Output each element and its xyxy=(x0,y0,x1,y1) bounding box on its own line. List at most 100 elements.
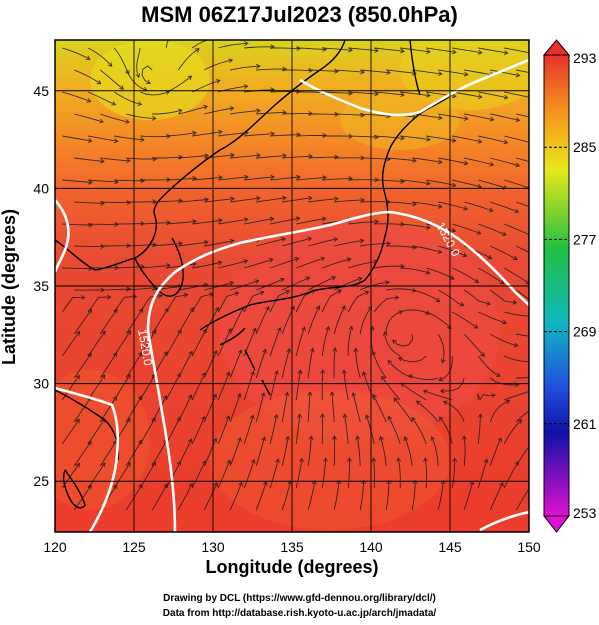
streamline xyxy=(426,311,452,329)
streamline xyxy=(282,277,310,291)
streamline xyxy=(255,306,270,335)
streamline xyxy=(437,333,445,363)
streamline xyxy=(438,245,467,257)
streamline xyxy=(504,179,529,189)
streamline xyxy=(463,333,485,357)
streamline xyxy=(308,156,339,159)
streamline-arrowhead xyxy=(75,374,80,380)
streamline-arrowhead xyxy=(459,301,465,307)
streamline xyxy=(360,243,391,247)
streamline-arrowhead xyxy=(178,241,183,246)
streamline-arrowhead xyxy=(201,415,206,421)
streamline xyxy=(438,69,468,76)
streamline xyxy=(244,133,275,137)
streamline-arrowhead xyxy=(536,404,540,408)
streamline-arrowhead xyxy=(243,259,249,264)
streamline xyxy=(88,91,116,106)
streamline-arrowhead xyxy=(416,400,421,406)
streamline-arrowhead xyxy=(137,439,143,445)
streamline xyxy=(360,113,391,117)
streamline-arrowhead xyxy=(100,158,105,164)
streamline xyxy=(374,91,405,96)
streamline-arrowhead xyxy=(230,152,235,158)
streamline xyxy=(255,349,267,379)
contour-se xyxy=(479,510,529,532)
streamline-arrowhead xyxy=(325,325,331,331)
streamline xyxy=(360,157,391,160)
streamline-arrowhead xyxy=(100,374,106,380)
streamline-arrowhead xyxy=(126,417,131,423)
streamline xyxy=(217,415,230,445)
streamline xyxy=(452,135,482,143)
streamline-arrowhead xyxy=(106,294,112,300)
streamline-arrowhead xyxy=(332,347,338,352)
streamline xyxy=(73,440,92,467)
streamline-arrowhead xyxy=(385,280,390,285)
streamline xyxy=(140,221,171,225)
streamline xyxy=(478,91,508,99)
streamline xyxy=(217,372,230,401)
streamline xyxy=(230,65,260,71)
streamline xyxy=(362,371,375,401)
streamline xyxy=(388,416,401,445)
streamline-arrowhead xyxy=(250,370,255,376)
streamline xyxy=(477,459,488,489)
streamline xyxy=(412,157,442,163)
streamline-arrowhead xyxy=(112,395,117,401)
streamline-arrowhead xyxy=(477,138,483,144)
streamline-arrowhead xyxy=(355,435,361,441)
streamline-arrowhead xyxy=(204,153,209,159)
streamline-arrowhead xyxy=(163,483,168,489)
streamline-arrowhead xyxy=(203,104,209,110)
streamline xyxy=(321,289,342,313)
streamline xyxy=(204,198,235,203)
streamline-arrowhead xyxy=(491,392,496,398)
streamline xyxy=(152,109,182,115)
streamline xyxy=(400,309,430,315)
streamline-arrowhead xyxy=(189,307,194,313)
streamline xyxy=(152,199,183,203)
streamline-arrowhead xyxy=(488,207,494,213)
x-tick-label: 135 xyxy=(280,539,304,555)
streamline-arrowhead xyxy=(182,27,186,31)
streamline-arrowhead xyxy=(88,179,93,185)
streamline xyxy=(218,218,248,225)
streamline-arrowhead xyxy=(201,460,207,465)
streamline xyxy=(218,260,248,269)
streamline-arrowhead xyxy=(397,356,403,362)
streamline-arrowhead xyxy=(187,394,193,400)
streamline xyxy=(203,59,233,71)
streamline xyxy=(463,436,466,467)
streamline-arrowhead xyxy=(261,436,267,442)
streamline xyxy=(392,333,413,347)
streamline xyxy=(386,69,417,74)
streamline-arrowhead xyxy=(341,305,346,311)
colorbar-label: 277 xyxy=(573,231,597,247)
streamline-arrowhead xyxy=(270,174,275,180)
streamline xyxy=(437,289,464,306)
streamline xyxy=(400,179,430,185)
streamline-arrowhead xyxy=(430,436,436,441)
streamline-arrowhead xyxy=(386,479,392,484)
streamline xyxy=(477,267,505,285)
streamline xyxy=(73,396,92,423)
contour-1520-south xyxy=(55,386,120,532)
streamline xyxy=(333,347,336,379)
streamline xyxy=(322,91,353,94)
streamline-arrowhead xyxy=(323,457,328,463)
streamline-arrowhead xyxy=(244,174,249,180)
streamline xyxy=(191,372,206,401)
streamline-arrowhead xyxy=(320,413,325,418)
streamline-arrowhead xyxy=(305,276,311,282)
streamline-arrowhead xyxy=(86,98,92,103)
streamline-arrowhead xyxy=(236,392,242,398)
streamline xyxy=(374,179,405,183)
streamline xyxy=(387,360,413,379)
streamline-arrowhead xyxy=(85,55,91,61)
streamline-arrowhead xyxy=(451,227,457,233)
streamline xyxy=(165,294,188,313)
streamline-arrowhead xyxy=(398,310,403,315)
streamline xyxy=(489,482,504,511)
streamline xyxy=(426,179,456,187)
streamline-arrowhead xyxy=(101,330,106,336)
